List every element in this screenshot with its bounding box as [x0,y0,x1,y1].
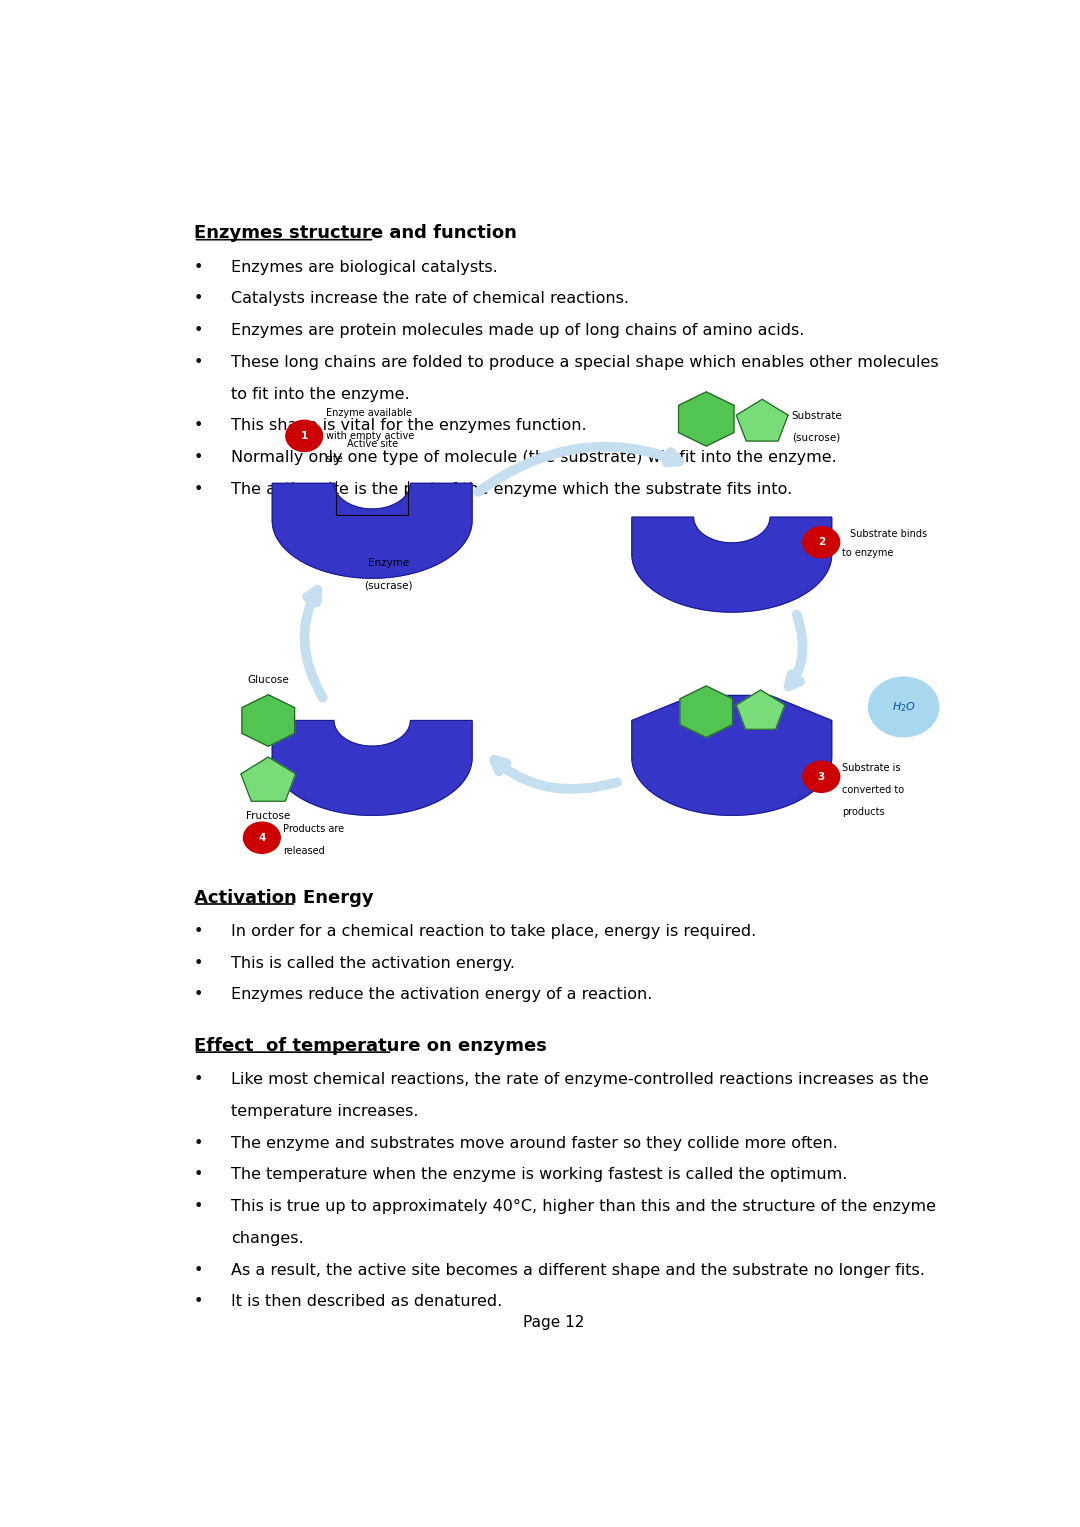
Polygon shape [737,400,788,441]
Text: It is then described as denatured.: It is then described as denatured. [231,1295,502,1309]
Text: (sucrase): (sucrase) [364,580,413,591]
Text: released: released [283,846,324,857]
Polygon shape [272,721,472,815]
Text: •: • [193,1263,203,1278]
Circle shape [286,420,323,452]
Text: site: site [326,454,343,464]
Text: •: • [193,1167,203,1182]
Text: (sucrose): (sucrose) [792,434,840,443]
Text: These long chains are folded to produce a special shape which enables other mole: These long chains are folded to produce … [231,354,939,370]
Text: •: • [193,1072,203,1087]
Circle shape [802,527,840,557]
Text: •: • [193,324,203,337]
Text: •: • [193,450,203,466]
Text: Page 12: Page 12 [523,1315,584,1330]
Text: 2: 2 [818,538,825,547]
Text: Products are: Products are [283,825,343,834]
Circle shape [868,676,939,736]
Text: •: • [193,292,203,307]
Text: Effect  of temperature on enzymes: Effect of temperature on enzymes [193,1037,546,1055]
Text: with empty active: with empty active [326,431,414,441]
Text: Activation Energy: Activation Energy [193,889,374,907]
Polygon shape [680,686,732,738]
Text: Normally only one type of molecule (the substrate) will fit into the enzyme.: Normally only one type of molecule (the … [231,450,837,466]
Text: Enzymes are protein molecules made up of long chains of amino acids.: Enzymes are protein molecules made up of… [231,324,805,337]
Text: •: • [193,988,203,1003]
Circle shape [802,760,840,793]
Text: Enzymes are biological catalysts.: Enzymes are biological catalysts. [231,260,498,275]
Text: $H_2O$: $H_2O$ [892,699,916,713]
Polygon shape [632,695,832,815]
Text: In order for a chemical reaction to take place, energy is required.: In order for a chemical reaction to take… [231,924,756,939]
Text: The enzyme and substrates move around faster so they collide more often.: The enzyme and substrates move around fa… [231,1136,838,1151]
Text: Substrate is: Substrate is [842,764,901,773]
Text: As a result, the active site becomes a different shape and the substrate no long: As a result, the active site becomes a d… [231,1263,926,1278]
Text: •: • [193,956,203,971]
Text: The active site is the part of the enzyme which the substrate fits into.: The active site is the part of the enzym… [231,483,793,496]
Text: Active site: Active site [347,440,397,449]
Text: •: • [193,418,203,434]
Text: •: • [193,1199,203,1214]
Text: Enzymes structure and function: Enzymes structure and function [193,224,516,243]
Polygon shape [242,695,295,747]
Polygon shape [632,518,832,612]
Circle shape [243,822,281,854]
Text: •: • [193,354,203,370]
Text: 1: 1 [300,431,308,441]
Text: 3: 3 [818,771,825,782]
Text: Catalysts increase the rate of chemical reactions.: Catalysts increase the rate of chemical … [231,292,630,307]
Text: •: • [193,1295,203,1309]
Text: This is true up to approximately 40°C, higher than this and the structure of the: This is true up to approximately 40°C, h… [231,1199,936,1214]
Text: •: • [193,483,203,496]
Text: Fructose: Fructose [246,811,291,820]
Text: to enzyme: to enzyme [842,548,893,559]
Text: Enzyme available: Enzyme available [326,408,411,417]
Text: products: products [842,806,885,817]
Text: Substrate binds: Substrate binds [850,530,928,539]
Text: The temperature when the enzyme is working fastest is called the optimum.: The temperature when the enzyme is worki… [231,1167,848,1182]
Polygon shape [678,392,734,446]
Text: temperature increases.: temperature increases. [231,1104,419,1119]
Polygon shape [241,757,296,802]
Text: Glucose: Glucose [247,675,289,684]
Polygon shape [737,690,785,730]
Text: •: • [193,1136,203,1151]
Text: This shape is vital for the enzymes function.: This shape is vital for the enzymes func… [231,418,586,434]
Polygon shape [272,484,472,579]
Text: Like most chemical reactions, the rate of enzyme-controlled reactions increases : Like most chemical reactions, the rate o… [231,1072,929,1087]
Text: Substrate: Substrate [792,411,842,420]
Text: to fit into the enzyme.: to fit into the enzyme. [231,386,410,402]
Text: •: • [193,260,203,275]
Text: changes.: changes. [231,1231,303,1246]
Text: •: • [193,924,203,939]
Text: Enzyme: Enzyme [367,557,408,568]
Text: converted to: converted to [842,785,904,796]
Text: Enzymes reduce the activation energy of a reaction.: Enzymes reduce the activation energy of … [231,988,652,1003]
Text: This is called the activation energy.: This is called the activation energy. [231,956,515,971]
Text: 4: 4 [258,832,266,843]
